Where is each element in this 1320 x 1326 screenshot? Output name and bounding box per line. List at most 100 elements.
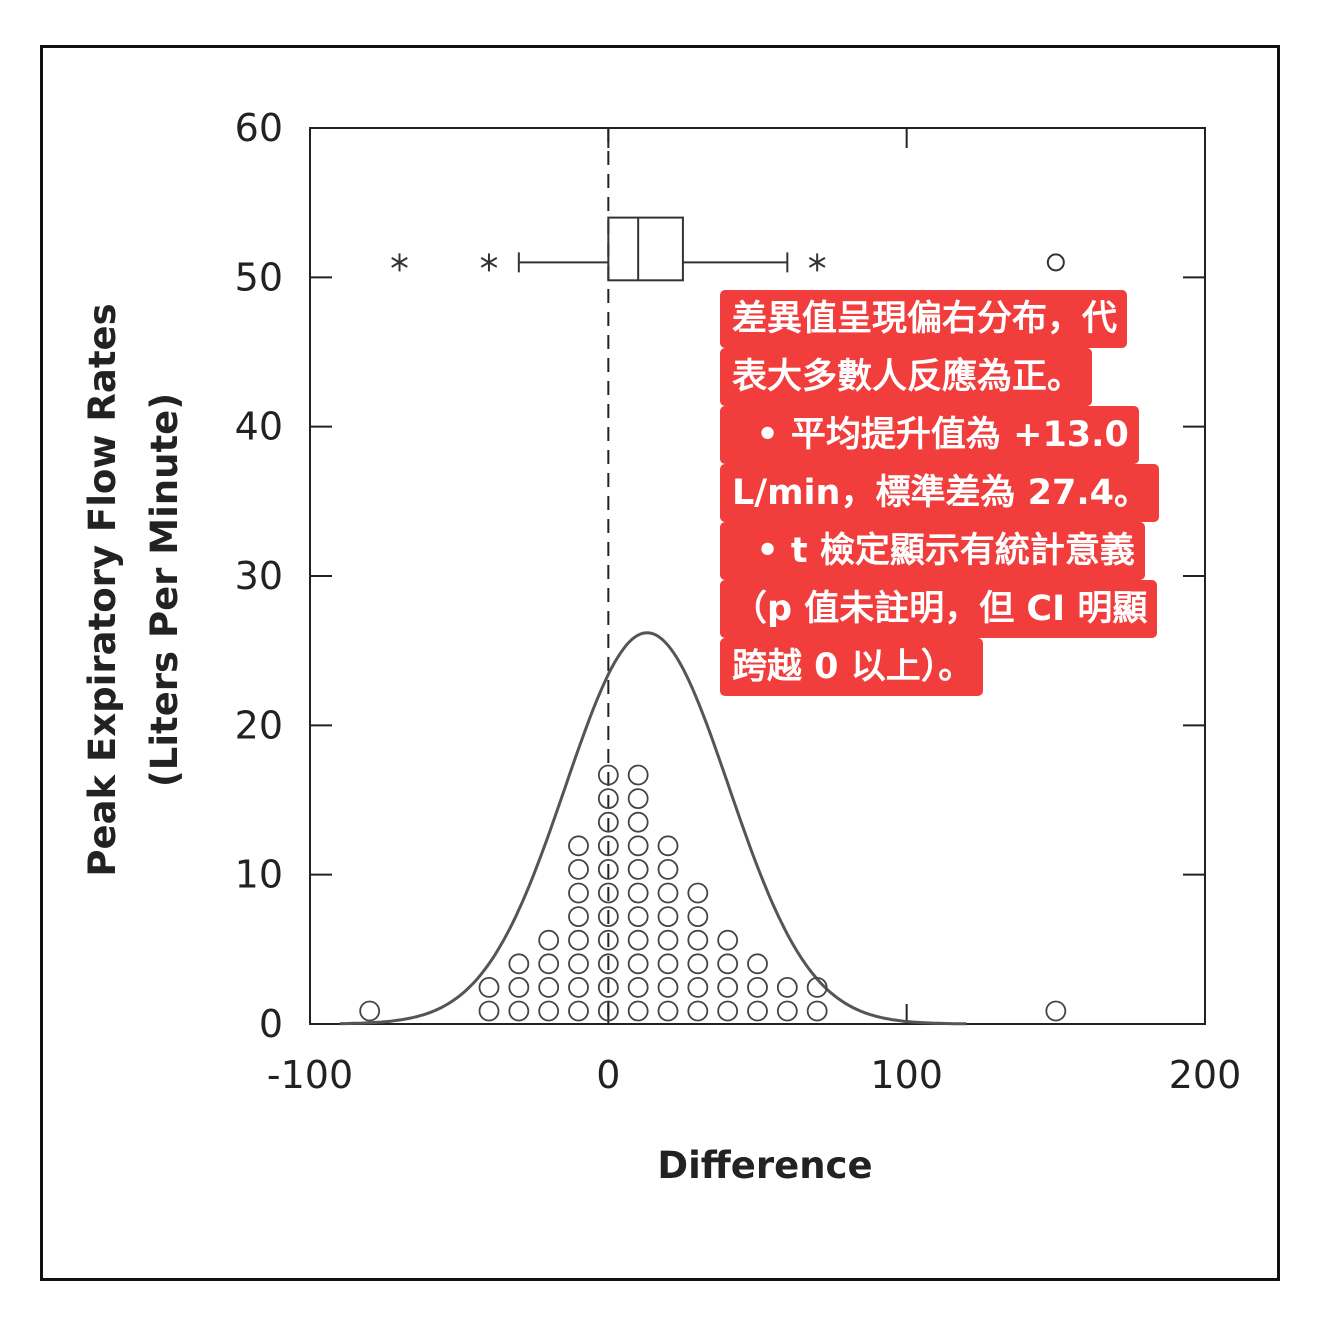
dot-point <box>717 977 739 998</box>
dot-point <box>568 929 589 951</box>
dot-point <box>717 1000 739 1022</box>
dot-point <box>627 811 649 833</box>
annotation-line-3: • 平均提升值為 +13.0 <box>720 406 1139 464</box>
dot-point <box>568 835 589 857</box>
dot-point <box>687 906 709 927</box>
dot-point <box>538 1000 560 1022</box>
dot-point <box>747 953 768 975</box>
annotation-line-5: • t 檢定顯示有統計意義 <box>720 522 1145 580</box>
dot-point <box>657 929 679 951</box>
dot-point <box>597 882 619 904</box>
dot-point <box>627 906 649 927</box>
dot-point <box>568 977 589 998</box>
dot-point <box>717 929 739 951</box>
dot-point <box>597 764 619 786</box>
dot-point <box>687 1000 709 1022</box>
dot-point <box>538 929 560 951</box>
dot-point <box>657 906 679 927</box>
x-tick-label: 100 <box>870 1053 943 1097</box>
dot-point <box>568 1000 589 1022</box>
dot-point <box>359 1000 381 1022</box>
annotation-box: 差異值呈現偏右分布，代 表大多數人反應為正。 • 平均提升值為 +13.0 L/… <box>720 290 1280 710</box>
dot-point <box>538 977 560 998</box>
outlier-star <box>391 257 408 268</box>
dot-point <box>687 882 709 904</box>
dot-point <box>657 859 679 880</box>
dot-point <box>508 1000 530 1022</box>
dot-point <box>597 859 619 880</box>
dot-point <box>776 1000 798 1022</box>
dot-point <box>627 835 649 857</box>
dot-point <box>597 929 619 951</box>
dot-point <box>747 1000 768 1022</box>
dot-point <box>627 953 649 975</box>
dot-point <box>597 1000 619 1022</box>
boxplot-box <box>607 216 684 282</box>
y-tick-label: 50 <box>235 255 283 299</box>
dot-histogram <box>359 764 1067 1022</box>
dot-point <box>657 953 679 975</box>
y-tick-label: 30 <box>235 554 283 598</box>
normal-curve <box>339 631 967 1026</box>
dot-point <box>508 977 530 998</box>
dot-point <box>597 953 619 975</box>
dot-point <box>1045 1000 1067 1022</box>
annotation-line-7: 跨越 0 以上）。 <box>720 638 984 696</box>
dot-point <box>597 811 619 833</box>
dot-point <box>627 788 649 809</box>
dot-point <box>627 882 649 904</box>
dot-point <box>597 977 619 998</box>
annotation-line-1: 差異值呈現偏右分布，代 <box>720 290 1128 348</box>
dot-point <box>627 1000 649 1022</box>
dot-point <box>717 953 739 975</box>
outlier-star <box>480 257 498 268</box>
y-tick-label: 10 <box>235 853 283 897</box>
dot-point <box>568 859 589 880</box>
dot-point <box>657 882 679 904</box>
x-tick-label: -100 <box>267 1053 353 1097</box>
dot-point <box>806 1000 828 1022</box>
dot-point <box>478 977 500 998</box>
dot-point <box>597 788 619 809</box>
dot-point <box>597 835 619 857</box>
dot-point <box>687 977 709 998</box>
dot-point <box>776 977 798 998</box>
dot-point <box>657 835 679 857</box>
dot-point <box>687 929 709 951</box>
dot-point <box>806 977 828 998</box>
dot-point <box>508 953 530 975</box>
dot-point <box>627 764 649 786</box>
axis-ticks: -100 0 100 200 0 10 20 30 40 50 60 <box>235 106 1242 1097</box>
dot-point <box>627 859 649 880</box>
dot-point <box>568 906 589 927</box>
dot-point <box>627 977 649 998</box>
y-tick-label: 40 <box>235 405 283 449</box>
dot-point <box>478 1000 500 1022</box>
y-tick-label: 20 <box>235 703 283 747</box>
normal-curve-layer <box>339 631 967 1026</box>
dot-point <box>687 953 709 975</box>
dot-point <box>627 929 649 951</box>
dot-point <box>657 977 679 998</box>
y-tick-label: 0 <box>259 1002 283 1046</box>
y-tick-label: 60 <box>235 106 283 150</box>
dot-point <box>597 906 619 927</box>
y-axis-title-line1: Peak Expiratory Flow Rates <box>81 303 124 876</box>
boxplot <box>391 216 1065 282</box>
y-axis-title-line2: (Liters Per Minute) <box>143 393 186 787</box>
annotation-line-6: （p 值未註明，但 CI 明顯 <box>720 580 1158 638</box>
annotation-line-2: 表大多數人反應為正。 <box>720 348 1093 406</box>
figure-frame <box>40 45 1280 1281</box>
x-tick-label: 200 <box>1169 1053 1242 1097</box>
dot-point <box>747 977 768 998</box>
annotation-line-4: L/min，標準差為 27.4。 <box>720 464 1160 522</box>
x-axis-title: Difference <box>657 1144 872 1187</box>
dot-point <box>538 953 560 975</box>
dot-point <box>568 953 589 975</box>
x-tick-label: 0 <box>596 1053 620 1097</box>
dot-point <box>657 1000 679 1022</box>
dot-point <box>568 882 589 904</box>
outlier-star <box>808 257 826 268</box>
outlier-circle <box>1046 253 1065 272</box>
